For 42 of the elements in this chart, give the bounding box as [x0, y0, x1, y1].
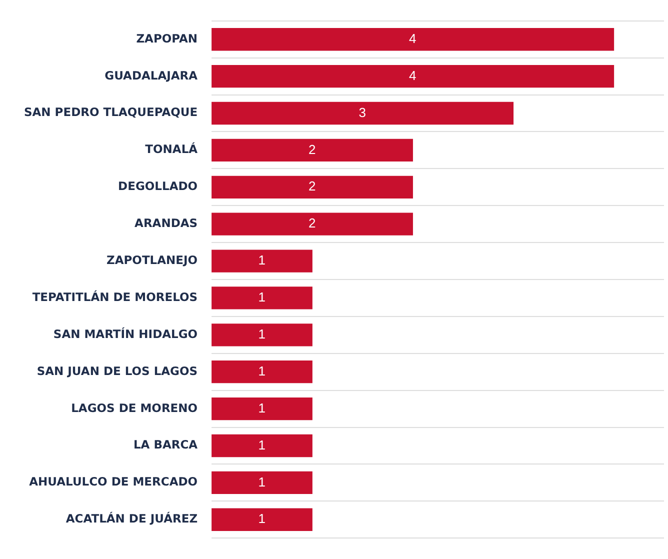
y-tick-label: SAN MARTÍN HIDALGO [53, 326, 198, 341]
bar [212, 250, 312, 272]
data-label: 2 [308, 178, 316, 194]
bar [212, 471, 312, 494]
bar [212, 360, 312, 384]
y-tick-label: SAN PEDRO TLAQUEPAQUE [24, 105, 198, 120]
data-label: 1 [258, 363, 266, 378]
data-label: 1 [258, 511, 266, 526]
bar [212, 397, 312, 420]
bar [212, 508, 312, 531]
bar [212, 138, 413, 162]
bar [212, 286, 312, 310]
bar [212, 212, 413, 236]
y-tick-label: ZAPOPAN [136, 31, 198, 46]
bar [212, 64, 614, 88]
bar [212, 28, 614, 51]
bar [212, 102, 514, 125]
bar [212, 176, 413, 198]
y-tick-label: LA BARCA [133, 438, 198, 452]
data-label: 1 [258, 400, 266, 416]
y-tick-label: DEGOLLADO [118, 179, 198, 194]
data-label: 4 [409, 68, 416, 83]
data-label: 1 [258, 290, 266, 305]
data-label: 4 [409, 30, 416, 46]
data-label: 1 [258, 252, 266, 268]
data-label: 2 [308, 216, 316, 231]
data-label: 3 [358, 104, 366, 120]
y-tick-label: ACATLÁN DE JUÁREZ [66, 512, 198, 526]
y-tick-label: LAGOS DE MORENO [71, 400, 198, 415]
data-label: 2 [308, 142, 316, 157]
y-tick-label: ZAPOTLANEJO [106, 253, 198, 268]
y-tick-label: GUADALAJARA [104, 68, 198, 82]
data-label: 1 [258, 437, 266, 452]
y-tick-label: TEPATITLÁN DE MORELOS [32, 290, 198, 304]
bar [212, 324, 312, 346]
y-tick-label: TONALÁ [145, 142, 198, 156]
data-label: 1 [258, 474, 266, 490]
y-tick-label: AHUALULCO DE MERCADO [29, 474, 198, 489]
data-label: 1 [258, 326, 266, 342]
bar [212, 434, 312, 458]
y-tick-label: ARANDAS [134, 216, 198, 230]
y-tick-label: SAN JUAN DE LOS LAGOS [36, 364, 198, 378]
